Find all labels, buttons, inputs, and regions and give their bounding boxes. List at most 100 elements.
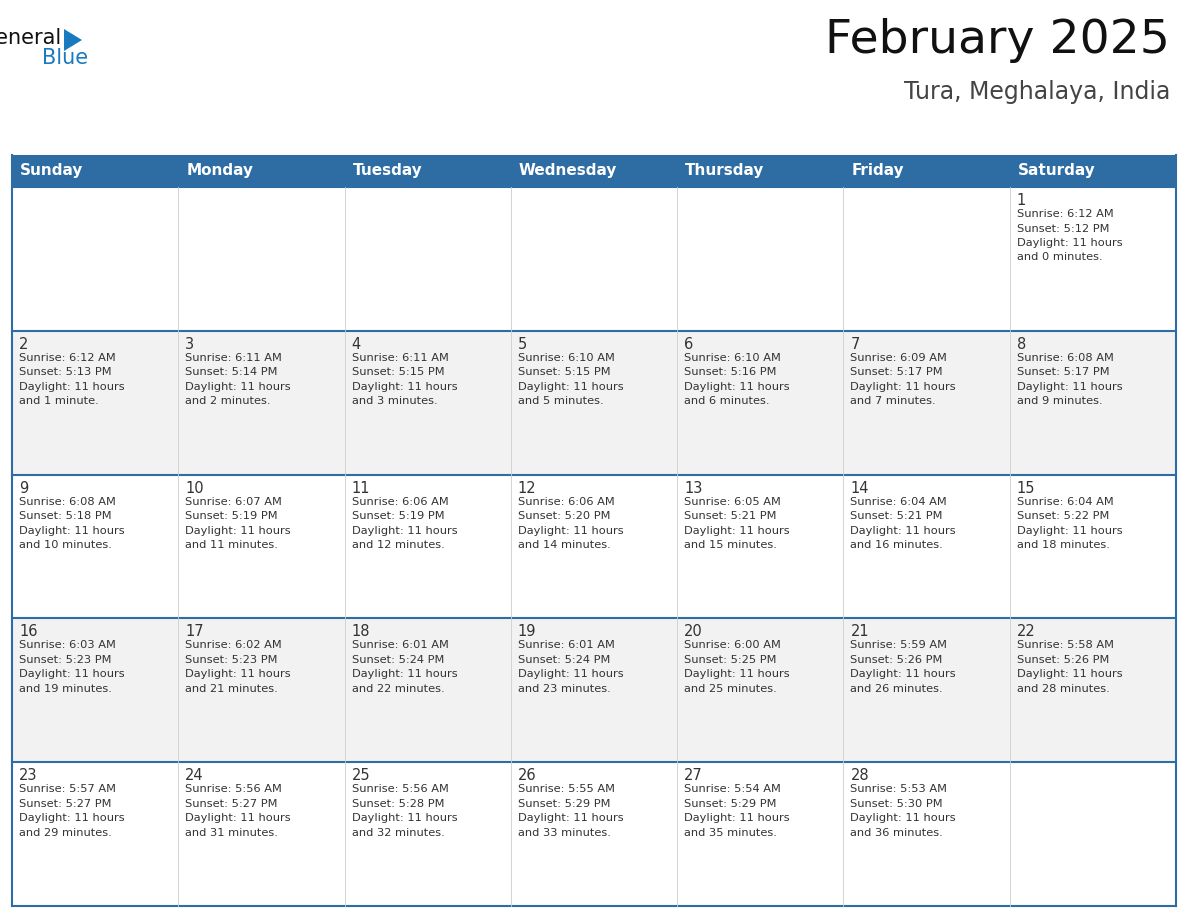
Text: Sunset: 5:15 PM: Sunset: 5:15 PM xyxy=(352,367,444,377)
Text: and 0 minutes.: and 0 minutes. xyxy=(1017,252,1102,263)
Text: Sunset: 5:17 PM: Sunset: 5:17 PM xyxy=(851,367,943,377)
Text: February 2025: February 2025 xyxy=(826,18,1170,63)
Bar xyxy=(12,155,178,187)
Text: 2: 2 xyxy=(19,337,29,352)
Text: Daylight: 11 hours: Daylight: 11 hours xyxy=(684,813,790,823)
Text: 22: 22 xyxy=(1017,624,1036,640)
Bar xyxy=(843,155,1010,187)
Text: and 22 minutes.: and 22 minutes. xyxy=(352,684,444,694)
Text: Tuesday: Tuesday xyxy=(353,163,422,178)
Text: Daylight: 11 hours: Daylight: 11 hours xyxy=(684,526,790,535)
Text: Blue: Blue xyxy=(42,48,88,68)
Text: Sunrise: 6:11 AM: Sunrise: 6:11 AM xyxy=(185,353,283,363)
Text: Sunrise: 5:56 AM: Sunrise: 5:56 AM xyxy=(185,784,283,794)
Bar xyxy=(12,475,1176,619)
Text: and 3 minutes.: and 3 minutes. xyxy=(352,397,437,407)
Text: Daylight: 11 hours: Daylight: 11 hours xyxy=(851,813,956,823)
Polygon shape xyxy=(64,29,82,51)
Text: 28: 28 xyxy=(851,768,870,783)
Text: and 5 minutes.: and 5 minutes. xyxy=(518,397,604,407)
Text: Daylight: 11 hours: Daylight: 11 hours xyxy=(352,669,457,679)
Text: Sunrise: 6:05 AM: Sunrise: 6:05 AM xyxy=(684,497,781,507)
Text: Thursday: Thursday xyxy=(685,163,765,178)
Text: Sunset: 5:30 PM: Sunset: 5:30 PM xyxy=(851,799,943,809)
Text: Sunday: Sunday xyxy=(20,163,83,178)
Text: 21: 21 xyxy=(851,624,870,640)
Text: Daylight: 11 hours: Daylight: 11 hours xyxy=(1017,382,1123,392)
Text: and 29 minutes.: and 29 minutes. xyxy=(19,828,112,838)
Text: Sunrise: 6:01 AM: Sunrise: 6:01 AM xyxy=(518,641,614,650)
Text: and 9 minutes.: and 9 minutes. xyxy=(1017,397,1102,407)
Text: 17: 17 xyxy=(185,624,204,640)
Text: 20: 20 xyxy=(684,624,703,640)
Text: Sunset: 5:22 PM: Sunset: 5:22 PM xyxy=(1017,511,1110,521)
Text: Sunset: 5:15 PM: Sunset: 5:15 PM xyxy=(518,367,611,377)
Text: Sunrise: 6:11 AM: Sunrise: 6:11 AM xyxy=(352,353,448,363)
Text: and 35 minutes.: and 35 minutes. xyxy=(684,828,777,838)
Text: Sunrise: 6:10 AM: Sunrise: 6:10 AM xyxy=(684,353,781,363)
Text: Daylight: 11 hours: Daylight: 11 hours xyxy=(185,382,291,392)
Text: and 21 minutes.: and 21 minutes. xyxy=(185,684,278,694)
Text: Daylight: 11 hours: Daylight: 11 hours xyxy=(19,813,125,823)
Text: Sunset: 5:28 PM: Sunset: 5:28 PM xyxy=(352,799,444,809)
Text: 9: 9 xyxy=(19,481,29,496)
Text: Daylight: 11 hours: Daylight: 11 hours xyxy=(352,813,457,823)
Text: Daylight: 11 hours: Daylight: 11 hours xyxy=(518,382,624,392)
Bar xyxy=(345,155,511,187)
Bar xyxy=(511,155,677,187)
Text: Daylight: 11 hours: Daylight: 11 hours xyxy=(19,382,125,392)
Text: Sunrise: 6:07 AM: Sunrise: 6:07 AM xyxy=(185,497,283,507)
Text: and 16 minutes.: and 16 minutes. xyxy=(851,540,943,550)
Text: Sunset: 5:24 PM: Sunset: 5:24 PM xyxy=(352,655,444,665)
Text: 1: 1 xyxy=(1017,193,1026,208)
Text: 25: 25 xyxy=(352,768,371,783)
Bar xyxy=(178,155,345,187)
Text: Daylight: 11 hours: Daylight: 11 hours xyxy=(684,669,790,679)
Text: Daylight: 11 hours: Daylight: 11 hours xyxy=(19,526,125,535)
Text: Sunset: 5:12 PM: Sunset: 5:12 PM xyxy=(1017,223,1110,233)
Bar xyxy=(12,330,1176,475)
Text: Sunset: 5:26 PM: Sunset: 5:26 PM xyxy=(851,655,943,665)
Text: 8: 8 xyxy=(1017,337,1026,352)
Text: and 10 minutes.: and 10 minutes. xyxy=(19,540,112,550)
Text: and 26 minutes.: and 26 minutes. xyxy=(851,684,943,694)
Text: and 31 minutes.: and 31 minutes. xyxy=(185,828,278,838)
Text: Daylight: 11 hours: Daylight: 11 hours xyxy=(851,526,956,535)
Text: Sunset: 5:21 PM: Sunset: 5:21 PM xyxy=(851,511,943,521)
Text: and 1 minute.: and 1 minute. xyxy=(19,397,99,407)
Text: and 36 minutes.: and 36 minutes. xyxy=(851,828,943,838)
Bar xyxy=(1010,155,1176,187)
Text: and 25 minutes.: and 25 minutes. xyxy=(684,684,777,694)
Text: Sunrise: 6:04 AM: Sunrise: 6:04 AM xyxy=(1017,497,1113,507)
Text: Sunset: 5:13 PM: Sunset: 5:13 PM xyxy=(19,367,112,377)
Text: Sunset: 5:16 PM: Sunset: 5:16 PM xyxy=(684,367,777,377)
Text: and 23 minutes.: and 23 minutes. xyxy=(518,684,611,694)
Text: 3: 3 xyxy=(185,337,195,352)
Text: Daylight: 11 hours: Daylight: 11 hours xyxy=(185,813,291,823)
Text: Sunrise: 6:03 AM: Sunrise: 6:03 AM xyxy=(19,641,116,650)
Text: Sunset: 5:19 PM: Sunset: 5:19 PM xyxy=(185,511,278,521)
Text: Daylight: 11 hours: Daylight: 11 hours xyxy=(851,669,956,679)
Text: 24: 24 xyxy=(185,768,204,783)
Text: 13: 13 xyxy=(684,481,702,496)
Text: Sunrise: 5:57 AM: Sunrise: 5:57 AM xyxy=(19,784,116,794)
Bar xyxy=(12,762,1176,906)
Text: 7: 7 xyxy=(851,337,860,352)
Text: Sunrise: 6:04 AM: Sunrise: 6:04 AM xyxy=(851,497,947,507)
Text: and 18 minutes.: and 18 minutes. xyxy=(1017,540,1110,550)
Text: and 2 minutes.: and 2 minutes. xyxy=(185,397,271,407)
Text: General: General xyxy=(0,28,62,48)
Text: and 6 minutes.: and 6 minutes. xyxy=(684,397,770,407)
Text: 16: 16 xyxy=(19,624,38,640)
Bar xyxy=(677,155,843,187)
Text: Daylight: 11 hours: Daylight: 11 hours xyxy=(684,382,790,392)
Text: Sunset: 5:29 PM: Sunset: 5:29 PM xyxy=(518,799,611,809)
Text: Sunrise: 5:56 AM: Sunrise: 5:56 AM xyxy=(352,784,448,794)
Text: 5: 5 xyxy=(518,337,527,352)
Text: Sunset: 5:23 PM: Sunset: 5:23 PM xyxy=(19,655,112,665)
Text: Daylight: 11 hours: Daylight: 11 hours xyxy=(352,526,457,535)
Text: Daylight: 11 hours: Daylight: 11 hours xyxy=(19,669,125,679)
Text: Daylight: 11 hours: Daylight: 11 hours xyxy=(518,813,624,823)
Text: Wednesday: Wednesday xyxy=(519,163,618,178)
Text: Daylight: 11 hours: Daylight: 11 hours xyxy=(518,669,624,679)
